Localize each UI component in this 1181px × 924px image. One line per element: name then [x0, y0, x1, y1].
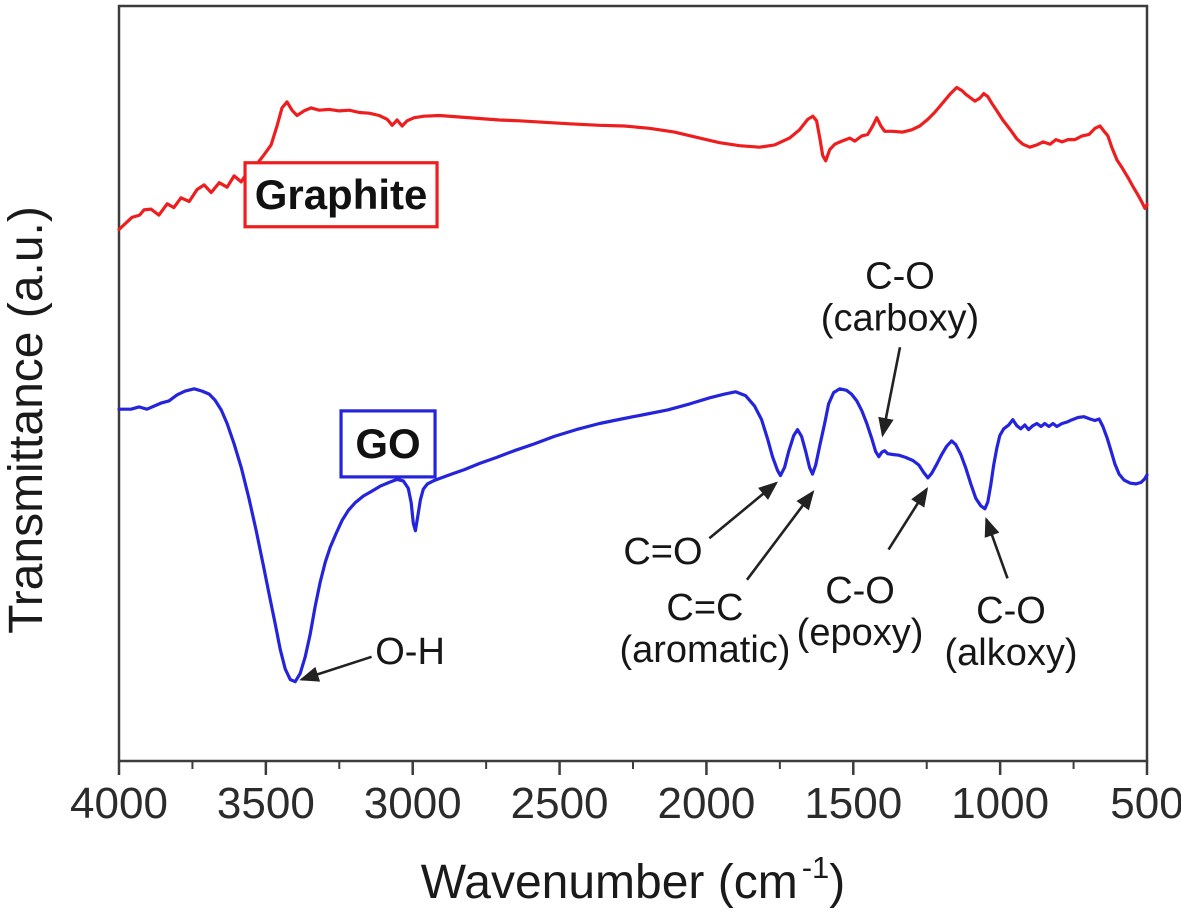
x-tick-label: 2500	[511, 779, 609, 828]
annotation-arrow-c-o-carboxy	[878, 347, 902, 438]
legend-box-go	[339, 409, 437, 479]
x-tick-label: 4000	[70, 779, 168, 828]
x-tick-label: 1000	[951, 779, 1049, 828]
series-line-graphite	[117, 85, 1149, 232]
annotation-arrow-c-double-o	[708, 481, 779, 540]
annotation-arrow-o-h	[299, 655, 372, 682]
annotation-c-o-alkoxy: C-O (alkoxy)	[944, 590, 1077, 674]
x-tick-label: 3500	[217, 779, 315, 828]
annotation-c-o-carboxy: C-O (carboxy)	[821, 256, 979, 340]
legend-label-go: GO	[355, 420, 420, 467]
x-tick-label: 1500	[804, 779, 902, 828]
annotation-c-double-c: C=C (aromatic)	[619, 587, 790, 671]
annotation-arrow-c-double-c	[745, 490, 815, 581]
annotation-arrow-c-o-alkoxy	[984, 516, 1009, 579]
x-tick-label: 2000	[657, 779, 755, 828]
annotation-c-o-epoxy: C-O (epoxy)	[797, 570, 924, 654]
y-axis-title: Transmittance (a.u.)	[0, 206, 53, 634]
annotation-c-double-o: C=O	[623, 531, 702, 573]
legend-label-graphite: Graphite	[255, 171, 428, 218]
x-tick-label: 3000	[364, 779, 462, 828]
x-tick-label: 500	[1110, 779, 1181, 828]
annotation-o-h: O-H	[375, 631, 445, 673]
plot-frame	[117, 4, 1149, 763]
x-axis-title: Wavenumber (cm -1)	[421, 850, 846, 909]
legend-box-graphite	[243, 161, 439, 229]
annotation-arrow-c-o-epoxy	[887, 487, 929, 551]
